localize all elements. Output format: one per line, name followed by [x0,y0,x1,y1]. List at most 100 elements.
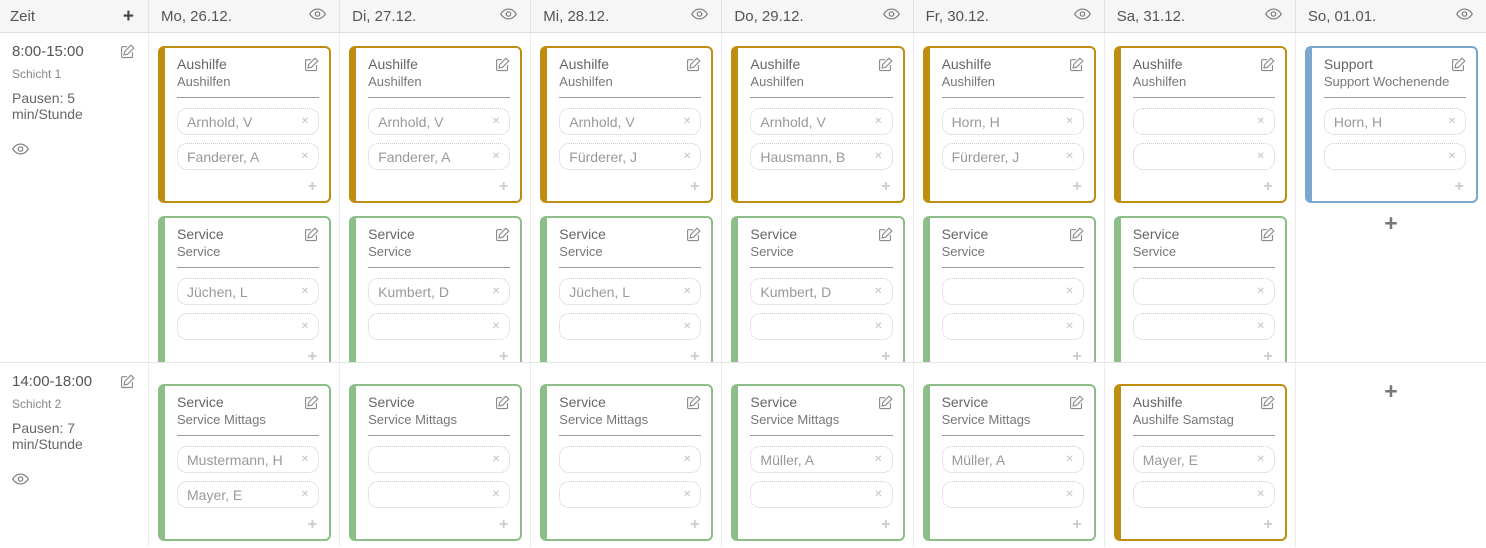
add-member-button[interactable]: + [690,348,700,362]
edit-icon[interactable] [686,57,701,77]
add-member-button[interactable]: + [498,178,509,195]
member-chip[interactable]: ✕ [941,481,1084,508]
edit-icon[interactable] [120,374,135,394]
remove-member-icon[interactable]: ✕ [300,286,310,297]
remove-member-icon[interactable]: ✕ [1065,286,1074,297]
add-member-button[interactable]: + [1263,516,1273,533]
edit-icon[interactable] [495,395,510,415]
add-member-button[interactable]: + [307,516,318,533]
eye-icon[interactable] [12,472,29,490]
member-chip[interactable]: ✕ [1323,143,1466,170]
edit-icon[interactable] [878,395,893,415]
member-chip[interactable]: Mustermann, H ✕ [177,446,320,473]
add-card-button[interactable]: + [1374,212,1407,235]
eye-icon[interactable] [12,142,29,160]
remove-member-icon[interactable]: ✕ [874,116,883,127]
remove-member-icon[interactable]: ✕ [683,116,692,127]
member-chip[interactable]: Mayer, E ✕ [177,481,320,508]
edit-icon[interactable] [1260,57,1275,77]
remove-member-icon[interactable]: ✕ [300,151,310,162]
add-member-button[interactable]: + [1072,178,1082,195]
remove-member-icon[interactable]: ✕ [874,151,883,162]
remove-member-icon[interactable]: ✕ [491,116,501,127]
member-chip[interactable]: ✕ [941,313,1084,340]
remove-member-icon[interactable]: ✕ [491,151,501,162]
remove-member-icon[interactable]: ✕ [1447,151,1456,162]
edit-icon[interactable] [878,227,893,247]
remove-member-icon[interactable]: ✕ [874,286,883,297]
remove-member-icon[interactable]: ✕ [874,454,883,465]
remove-member-icon[interactable]: ✕ [1065,321,1074,332]
member-chip[interactable]: Arnhold, V ✕ [559,108,702,135]
member-chip[interactable]: ✕ [750,313,893,340]
remove-member-icon[interactable]: ✕ [300,321,310,332]
remove-member-icon[interactable]: ✕ [1256,151,1265,162]
edit-icon[interactable] [1260,395,1275,415]
edit-icon[interactable] [1069,57,1084,77]
remove-member-icon[interactable]: ✕ [491,286,501,297]
member-chip[interactable]: Fürderer, J ✕ [559,143,702,170]
add-member-button[interactable]: + [1072,348,1082,362]
add-member-button[interactable]: + [881,516,891,533]
member-chip[interactable]: ✕ [559,481,702,508]
member-chip[interactable]: Fanderer, A ✕ [368,143,511,170]
member-chip[interactable]: ✕ [559,446,702,473]
add-card-button[interactable]: + [1374,380,1407,403]
remove-member-icon[interactable]: ✕ [683,321,692,332]
remove-member-icon[interactable]: ✕ [874,489,883,500]
add-member-button[interactable]: + [498,348,509,362]
member-chip[interactable]: ✕ [368,446,511,473]
member-chip[interactable]: Müller, A ✕ [941,446,1084,473]
member-chip[interactable]: Horn, H ✕ [941,108,1084,135]
edit-icon[interactable] [304,395,319,415]
member-chip[interactable]: ✕ [1132,278,1275,305]
edit-icon[interactable] [120,44,135,64]
remove-member-icon[interactable]: ✕ [1256,116,1265,127]
edit-icon[interactable] [495,57,510,77]
add-member-button[interactable]: + [690,178,700,195]
edit-icon[interactable] [1069,395,1084,415]
member-chip[interactable]: Jüchen, L ✕ [177,278,320,305]
add-member-button[interactable]: + [307,178,318,195]
remove-member-icon[interactable]: ✕ [683,489,692,500]
remove-member-icon[interactable]: ✕ [300,116,310,127]
remove-member-icon[interactable]: ✕ [300,489,310,500]
remove-member-icon[interactable]: ✕ [1256,489,1265,500]
edit-icon[interactable] [1069,227,1084,247]
remove-member-icon[interactable]: ✕ [491,454,501,465]
member-chip[interactable]: Hausmann, B ✕ [750,143,893,170]
member-chip[interactable]: Mayer, E ✕ [1132,446,1275,473]
add-member-button[interactable]: + [690,516,700,533]
remove-member-icon[interactable]: ✕ [491,489,501,500]
remove-member-icon[interactable]: ✕ [1256,321,1265,332]
remove-member-icon[interactable]: ✕ [1065,116,1074,127]
member-chip[interactable]: Müller, A ✕ [750,446,893,473]
remove-member-icon[interactable]: ✕ [1447,116,1456,127]
eye-icon[interactable] [1264,7,1282,25]
member-chip[interactable]: Arnhold, V ✕ [750,108,893,135]
eye-icon[interactable] [691,7,709,25]
member-chip[interactable]: Fanderer, A ✕ [177,143,320,170]
member-chip[interactable]: ✕ [1132,313,1275,340]
member-chip[interactable]: ✕ [1132,481,1275,508]
member-chip[interactable]: Kumbert, D ✕ [750,278,893,305]
edit-icon[interactable] [304,57,319,77]
remove-member-icon[interactable]: ✕ [1065,489,1074,500]
member-chip[interactable]: ✕ [1132,108,1275,135]
edit-icon[interactable] [304,227,319,247]
remove-member-icon[interactable]: ✕ [1065,454,1074,465]
member-chip[interactable]: ✕ [368,481,511,508]
add-shift-button[interactable]: + [122,5,134,27]
eye-icon[interactable] [882,7,900,25]
add-member-button[interactable]: + [1263,178,1273,195]
remove-member-icon[interactable]: ✕ [1065,151,1074,162]
add-member-button[interactable]: + [1263,348,1273,362]
edit-icon[interactable] [1260,227,1275,247]
edit-icon[interactable] [686,395,701,415]
add-member-button[interactable]: + [881,178,891,195]
member-chip[interactable]: ✕ [368,313,511,340]
member-chip[interactable]: ✕ [559,313,702,340]
eye-icon[interactable] [1456,7,1473,25]
member-chip[interactable]: Kumbert, D ✕ [368,278,511,305]
edit-icon[interactable] [1451,57,1466,77]
